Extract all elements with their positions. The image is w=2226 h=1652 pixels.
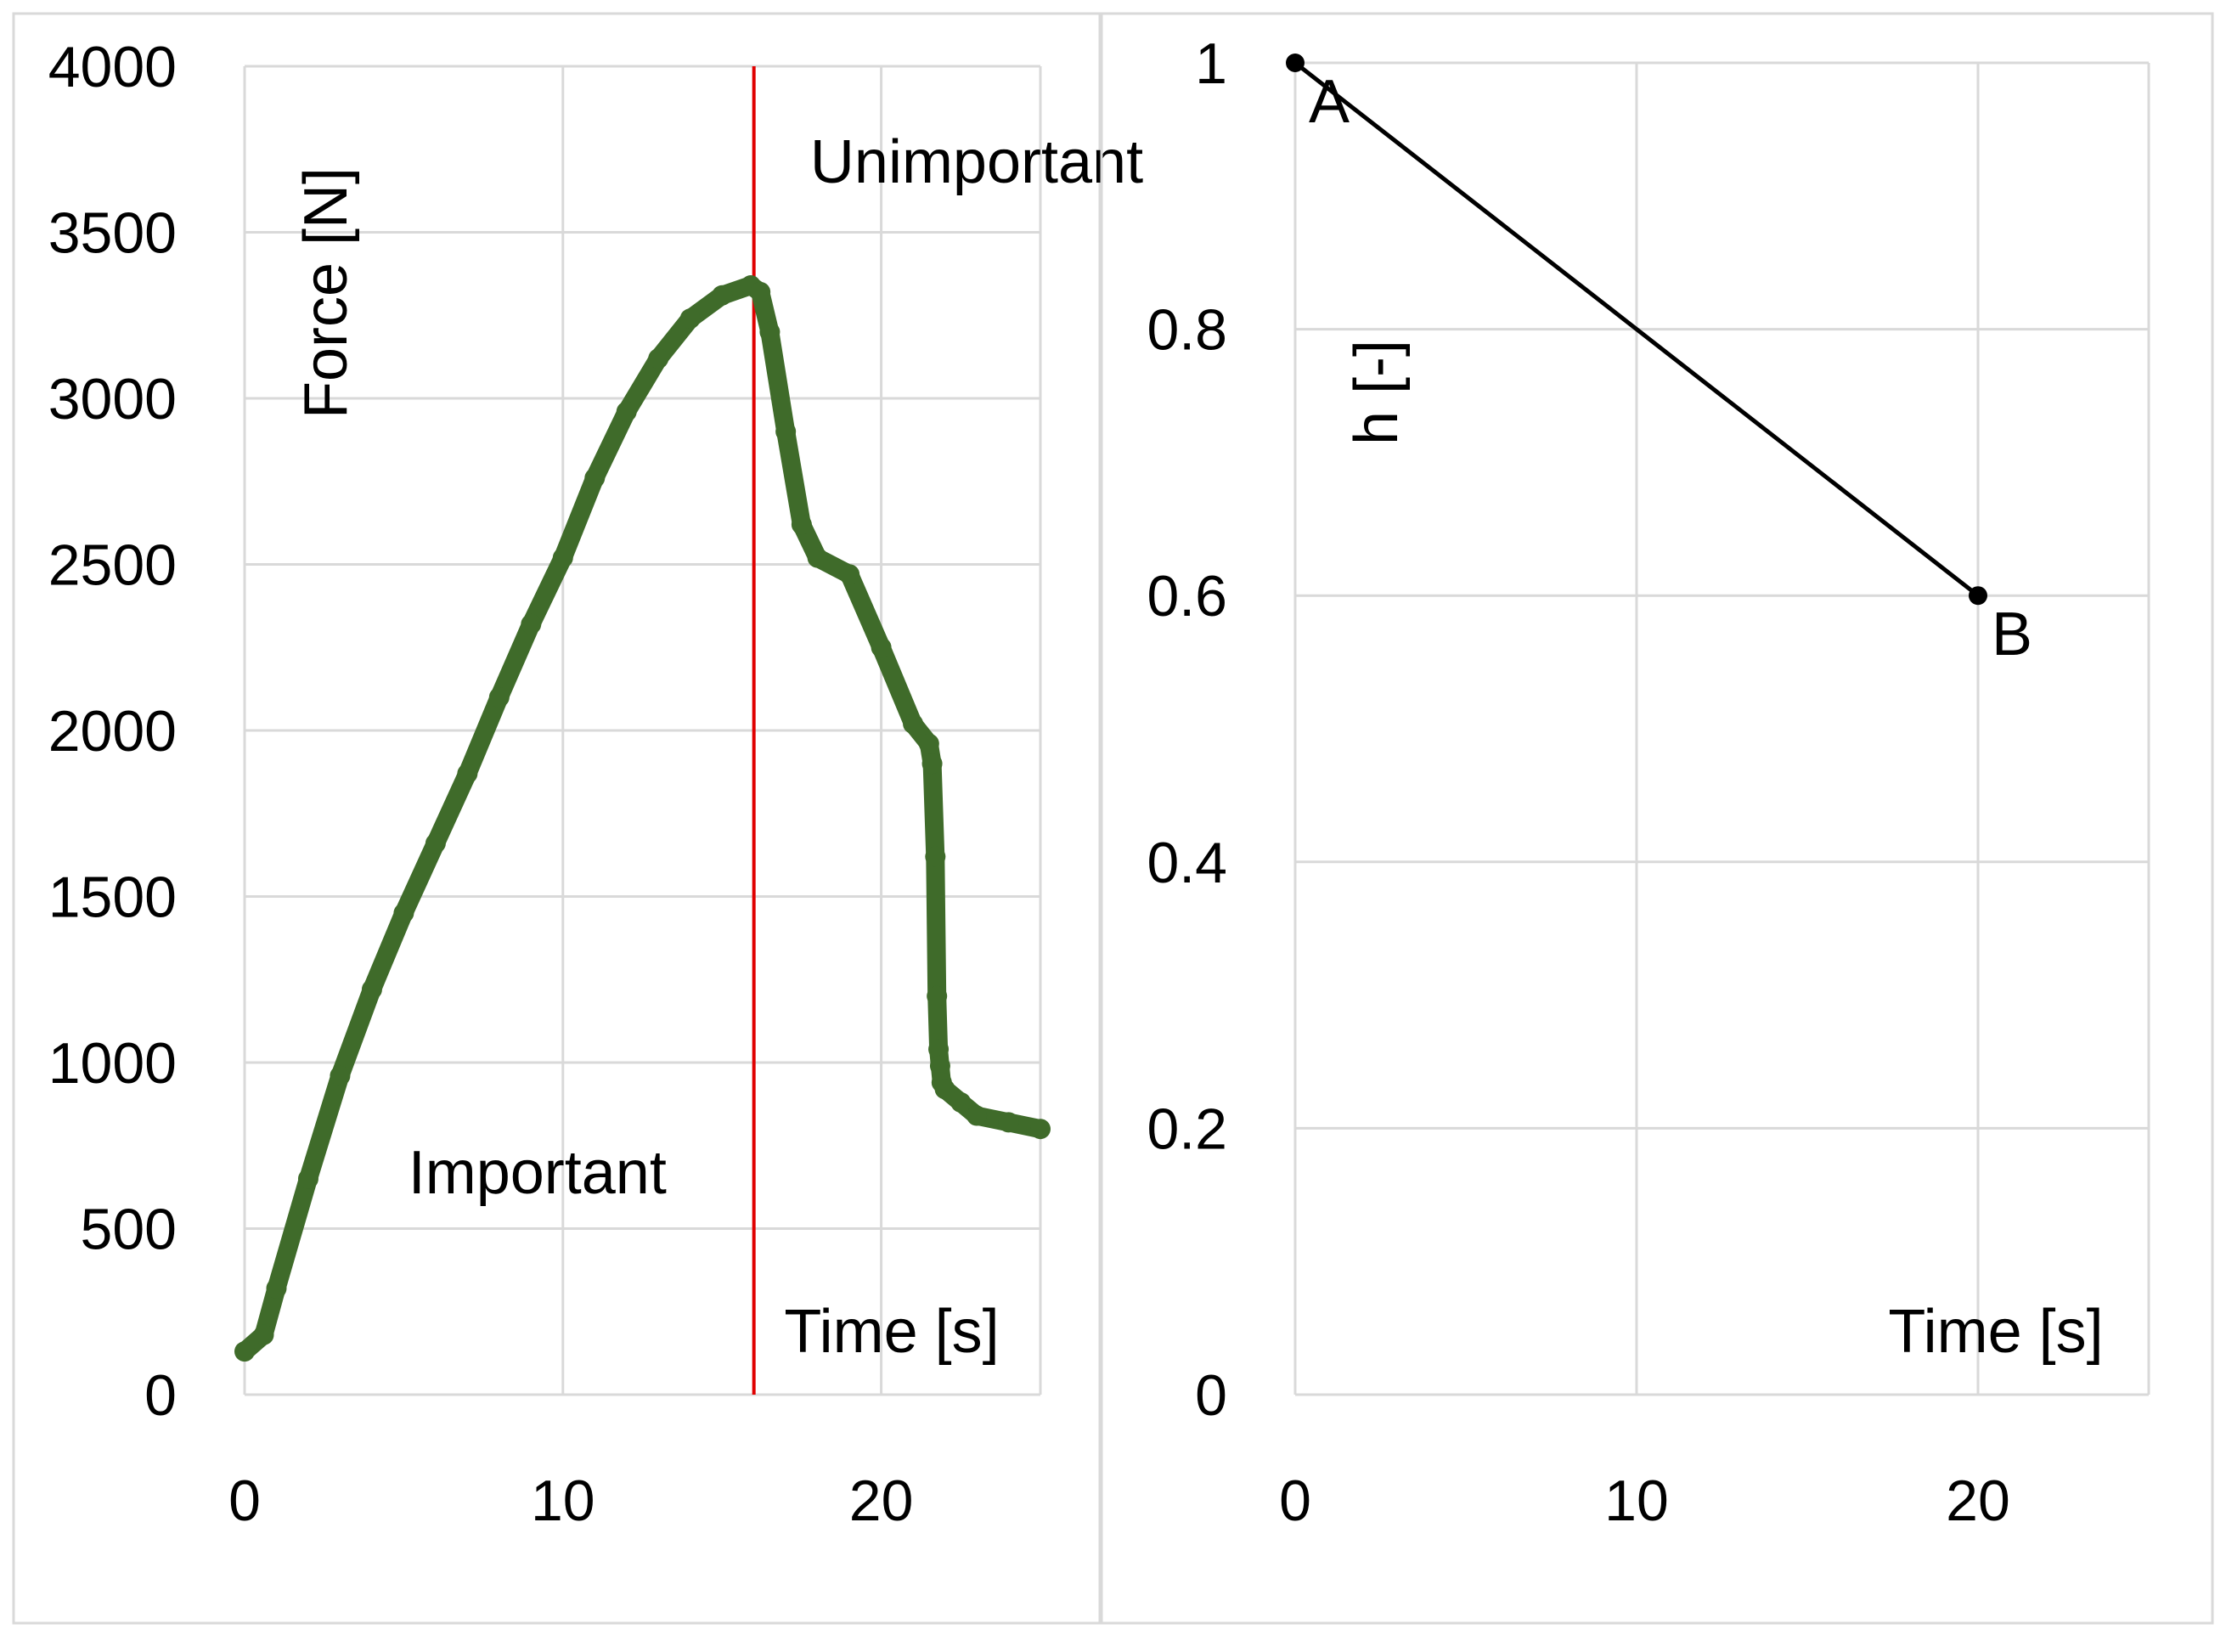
point-label: A bbox=[1309, 68, 1350, 136]
h-chart-frame bbox=[1100, 12, 2214, 1625]
x-axis-label: Time [s] bbox=[784, 1298, 999, 1366]
data-point bbox=[759, 321, 781, 342]
data-point bbox=[807, 547, 828, 568]
data-point bbox=[266, 1277, 287, 1299]
data-point bbox=[648, 348, 669, 369]
data-point bbox=[616, 401, 637, 422]
y-tick-label: 0.2 bbox=[1147, 1097, 1227, 1161]
data-point bbox=[584, 467, 606, 488]
data-point bbox=[297, 1168, 318, 1189]
x-tick-label: 0 bbox=[228, 1469, 261, 1533]
data-point bbox=[457, 763, 478, 784]
data-point bbox=[966, 1105, 988, 1126]
data-point bbox=[871, 637, 892, 658]
series-line bbox=[1293, 61, 1980, 598]
annotation-unimportant: Unimportant bbox=[810, 128, 1143, 196]
data-point bbox=[918, 733, 939, 754]
data-point bbox=[393, 903, 414, 924]
data-point bbox=[234, 1341, 255, 1362]
data-point bbox=[330, 1065, 351, 1086]
data-point bbox=[903, 713, 924, 735]
y-tick-label: 3000 bbox=[48, 367, 177, 431]
data-point bbox=[1030, 1119, 1051, 1140]
y-tick-label: 0.4 bbox=[1147, 831, 1227, 895]
data-point bbox=[921, 753, 943, 775]
data-point bbox=[425, 832, 446, 854]
y-tick-label: 0.6 bbox=[1147, 564, 1227, 629]
data-point bbox=[839, 564, 860, 585]
y-tick-label: 1 bbox=[1195, 31, 1227, 96]
data-point bbox=[1286, 54, 1305, 72]
force-chart-gridlines bbox=[243, 65, 1042, 1396]
h-chart: 00.20.40.60.81 0 10 20 AB h [-] Time [s] bbox=[1100, 12, 2214, 1625]
y-tick-label: 1000 bbox=[48, 1031, 177, 1096]
y-tick-label: 0 bbox=[144, 1363, 177, 1428]
y-tick-label: 500 bbox=[81, 1198, 177, 1262]
x-axis-label: Time [s] bbox=[1888, 1298, 2103, 1366]
data-point bbox=[934, 1079, 955, 1100]
y-tick-label: 3500 bbox=[48, 201, 177, 266]
y-axis-label: h [-] bbox=[1343, 340, 1411, 445]
data-point bbox=[998, 1112, 1019, 1133]
data-point bbox=[253, 1324, 274, 1345]
data-point bbox=[750, 281, 771, 302]
h-chart-x-ticks: 0 10 20 bbox=[1279, 1469, 2010, 1533]
y-tick-label: 1500 bbox=[48, 865, 177, 930]
data-point bbox=[927, 985, 948, 1006]
data-point bbox=[488, 686, 510, 708]
point-label: B bbox=[1992, 600, 2032, 668]
y-tick-label: 2000 bbox=[48, 699, 177, 764]
data-point bbox=[775, 421, 797, 443]
h-chart-y-ticks: 0 0.2 0.4 0.6 0.8 1 bbox=[1147, 31, 1227, 1428]
force-chart-y-ticks: 0 500 1000 1500 2000 2500 3000 3500 4000 bbox=[48, 35, 177, 1428]
data-point bbox=[712, 285, 733, 306]
data-point bbox=[791, 514, 812, 535]
data-point bbox=[552, 547, 573, 568]
force-chart-frame bbox=[12, 12, 1102, 1625]
h-chart-gridlines bbox=[1293, 61, 2150, 1396]
h-series: AB bbox=[1286, 54, 2032, 668]
x-tick-label: 20 bbox=[1946, 1469, 2010, 1533]
y-tick-label: 0 bbox=[1195, 1363, 1227, 1428]
x-tick-label: 10 bbox=[1604, 1469, 1669, 1533]
data-point bbox=[950, 1091, 972, 1113]
y-tick-label: 0.8 bbox=[1147, 298, 1227, 363]
force-series bbox=[234, 275, 1051, 1362]
data-point bbox=[929, 1055, 950, 1076]
y-tick-label: 2500 bbox=[48, 533, 177, 598]
data-point bbox=[679, 308, 701, 330]
force-chart-x-ticks: 0 10 20 bbox=[228, 1469, 913, 1533]
data-point bbox=[1969, 586, 1987, 606]
y-tick-label: 4000 bbox=[48, 35, 177, 99]
data-point bbox=[361, 978, 382, 1000]
x-tick-label: 10 bbox=[531, 1469, 595, 1533]
data-point bbox=[928, 1039, 950, 1060]
data-point bbox=[925, 846, 946, 867]
force-chart: 0 500 1000 1500 2000 2500 3000 3500 4000 0 10 20 F… bbox=[12, 12, 1143, 1625]
x-tick-label: 20 bbox=[849, 1469, 914, 1533]
annotation-important: Important bbox=[409, 1139, 667, 1207]
data-point bbox=[521, 613, 542, 634]
y-axis-label: Force [N] bbox=[292, 167, 360, 419]
x-tick-label: 0 bbox=[1279, 1469, 1311, 1533]
